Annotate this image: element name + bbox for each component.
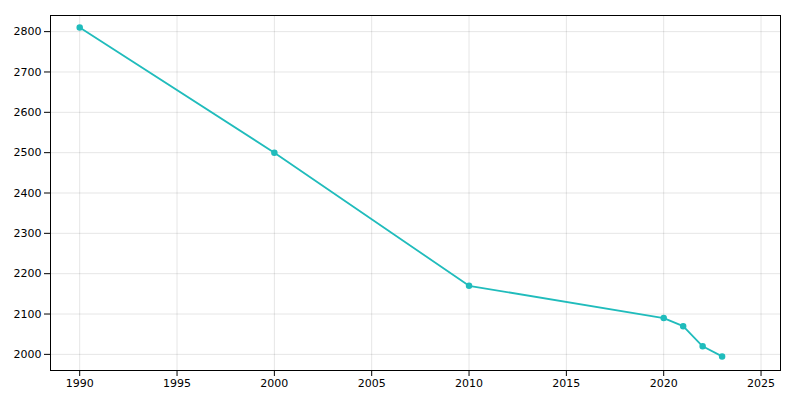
svg-text:2400: 2400 bbox=[14, 187, 42, 200]
svg-text:2100: 2100 bbox=[14, 308, 42, 321]
svg-text:2020: 2020 bbox=[650, 377, 678, 390]
svg-text:2700: 2700 bbox=[14, 65, 42, 78]
svg-text:2000: 2000 bbox=[260, 377, 288, 390]
svg-text:2300: 2300 bbox=[14, 227, 42, 240]
svg-text:2200: 2200 bbox=[14, 267, 42, 280]
svg-text:2005: 2005 bbox=[358, 377, 386, 390]
svg-text:2500: 2500 bbox=[14, 146, 42, 159]
svg-text:1990: 1990 bbox=[66, 377, 94, 390]
svg-text:2600: 2600 bbox=[14, 106, 42, 119]
svg-text:2025: 2025 bbox=[747, 377, 775, 390]
svg-text:2015: 2015 bbox=[552, 377, 580, 390]
svg-text:2010: 2010 bbox=[455, 377, 483, 390]
svg-text:2800: 2800 bbox=[14, 25, 42, 38]
svg-text:1995: 1995 bbox=[163, 377, 191, 390]
svg-text:2000: 2000 bbox=[14, 348, 42, 361]
